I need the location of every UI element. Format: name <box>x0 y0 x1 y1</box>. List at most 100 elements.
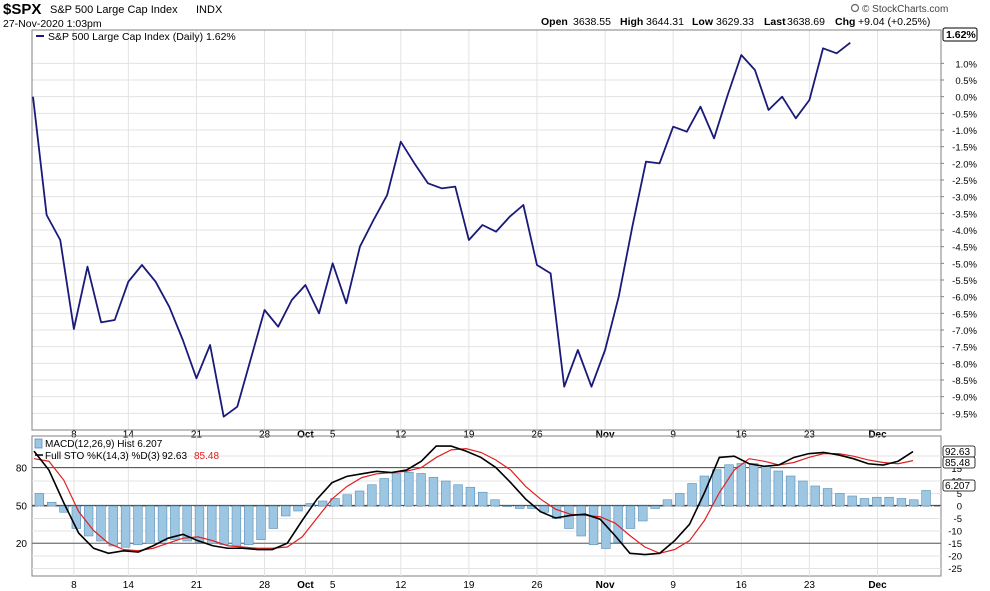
price-xtick-label: 5 <box>330 430 336 441</box>
indicator-xtick-label: Oct <box>297 580 314 591</box>
macd-hist-bar <box>921 490 931 507</box>
macd-last-value: 6.207 <box>945 481 970 492</box>
chg-label: Chg <box>835 16 855 28</box>
indicator-xtick-label: 9 <box>670 580 676 591</box>
macd-hist-bar <box>822 488 833 507</box>
indicator-xtick-label: 23 <box>804 580 816 591</box>
macd-hist-bar <box>712 469 722 507</box>
quote-bar: Open 3638.55 High 3644.31 Low 3629.33 La… <box>541 16 930 28</box>
macd-hist-bar <box>330 498 340 507</box>
price-ytick-label: -2.5% <box>952 176 977 187</box>
low-label: Low <box>692 16 714 28</box>
index-name: S&P 500 Large Cap Index <box>50 4 178 16</box>
macd-last-box <box>942 479 976 492</box>
price-xtick-label: Nov <box>596 430 615 441</box>
watermark-text: © StockCharts.com <box>862 4 948 15</box>
macd-hist-bar <box>539 505 549 513</box>
macd-ytick-label: -15 <box>948 539 962 550</box>
macd-hist-bar <box>354 490 365 507</box>
macd-ytick-label: 5 <box>957 489 962 500</box>
price-ytick-label: -2.0% <box>952 159 977 170</box>
indicator-x-axis: 8 14 21 28 Oct 5 12 19 26 Nov 9 16 23 Dec <box>71 580 887 591</box>
price-ytick-label: -5.0% <box>952 259 977 270</box>
macd-hist-bar <box>256 505 266 541</box>
macd-hist-bar <box>650 505 660 509</box>
price-ytick-label: -1.0% <box>952 126 977 137</box>
sto-d-last-box <box>942 456 976 469</box>
macd-hist-bar <box>219 505 229 546</box>
indicator-xtick-label: 8 <box>71 580 77 591</box>
macd-hist-bar <box>207 505 217 544</box>
macd-hist-bar <box>601 505 611 549</box>
macd-hist-bar <box>59 505 69 513</box>
macd-hist-bar <box>896 498 907 507</box>
price-last-value: 1.62% <box>946 29 976 41</box>
macd-hist-bar <box>367 484 377 507</box>
stochastic-y-axis: 80 50 20 <box>16 464 28 551</box>
macd-legend-label: MACD(12,26,9) Hist 6.207 <box>45 439 163 450</box>
macd-hist-bar <box>157 505 168 542</box>
macd-hist-bar <box>453 484 463 507</box>
macd-hist-bar <box>83 505 94 537</box>
last-value: 3638.69 <box>787 16 825 28</box>
sto-d-last-value: 85.48 <box>945 458 970 469</box>
macd-ytick-label: -5 <box>954 514 962 525</box>
macd-hist-bar <box>687 483 697 507</box>
macd-hist-bar <box>120 505 131 548</box>
indicator-xtick-label: 12 <box>395 580 407 591</box>
price-ytick-label: -9.0% <box>952 393 977 404</box>
price-ytick-label: -3.0% <box>952 193 977 204</box>
macd-hist-bar <box>613 505 623 543</box>
macd-hist-bar <box>293 505 303 512</box>
price-ytick-label: 1.0% <box>955 59 977 70</box>
price-ytick-label: -7.0% <box>952 326 977 337</box>
macd-hist-bar <box>576 505 586 537</box>
macd-ytick-label: -10 <box>948 527 962 538</box>
macd-hist-bar <box>170 505 180 541</box>
macd-hist-bar <box>798 480 808 507</box>
open-label: Open <box>541 16 568 28</box>
macd-hist-bar <box>194 505 205 543</box>
price-xtick-label: 12 <box>395 430 407 441</box>
macd-hist-bar <box>244 505 254 546</box>
price-ytick-label: -0.5% <box>952 109 977 120</box>
sto-legend-label: Full STO %K(14,3) %D(3) <box>45 451 160 462</box>
stochastic-d-line <box>33 448 914 554</box>
indicator-xtick-label: 14 <box>123 580 135 591</box>
chg-value: +9.04 (+0.25%) <box>858 16 930 28</box>
price-ytick-label: -8.5% <box>952 376 977 387</box>
price-xtick-label: 8 <box>71 430 77 441</box>
macd-hist-bar <box>478 491 488 507</box>
indicator-xtick-label: 19 <box>463 580 475 591</box>
price-ytick-label: -6.5% <box>952 309 977 320</box>
symbol-label: $SPX <box>3 1 41 18</box>
high-label: High <box>620 16 643 28</box>
macd-hist-bar <box>564 505 574 529</box>
price-xtick-label: 9 <box>670 430 676 441</box>
price-ytick-label: -4.0% <box>952 226 977 237</box>
price-panel: 1.0% 0.5% 0.0% -0.5% -1.0% -1.5% -2.0% -2.5% -3.… <box>31 27 978 441</box>
macd-hist-bar <box>379 478 389 507</box>
macd-hist-bar <box>404 471 414 507</box>
price-ytick-label: -9.5% <box>952 409 977 420</box>
macd-hist-bar <box>748 463 759 507</box>
macd-hist-bar <box>884 496 894 507</box>
price-x-axis: 8 14 21 28 Oct 5 12 19 26 Nov 9 16 23 Dec <box>71 430 887 441</box>
macd-hist-bar <box>773 470 783 507</box>
open-value: 3638.55 <box>573 16 611 28</box>
high-value: 3644.31 <box>646 16 684 28</box>
macd-hist-bar <box>465 486 476 507</box>
indicator-xtick-label: 21 <box>191 580 203 591</box>
macd-hist-bar <box>502 505 513 507</box>
price-legend: S&P 500 Large Cap Index (Daily) 1.62% <box>36 31 236 43</box>
sto-k-last-value: 92.63 <box>945 447 970 458</box>
price-xtick-label: 23 <box>804 430 816 441</box>
sto-legend-k: 92.63 <box>162 451 187 462</box>
price-grid <box>32 30 941 430</box>
indicator-xtick-label: 28 <box>259 580 271 591</box>
indicator-xtick-label: 16 <box>736 580 748 591</box>
macd-hist-bar <box>835 493 845 507</box>
macd-hist-bar <box>514 505 525 509</box>
